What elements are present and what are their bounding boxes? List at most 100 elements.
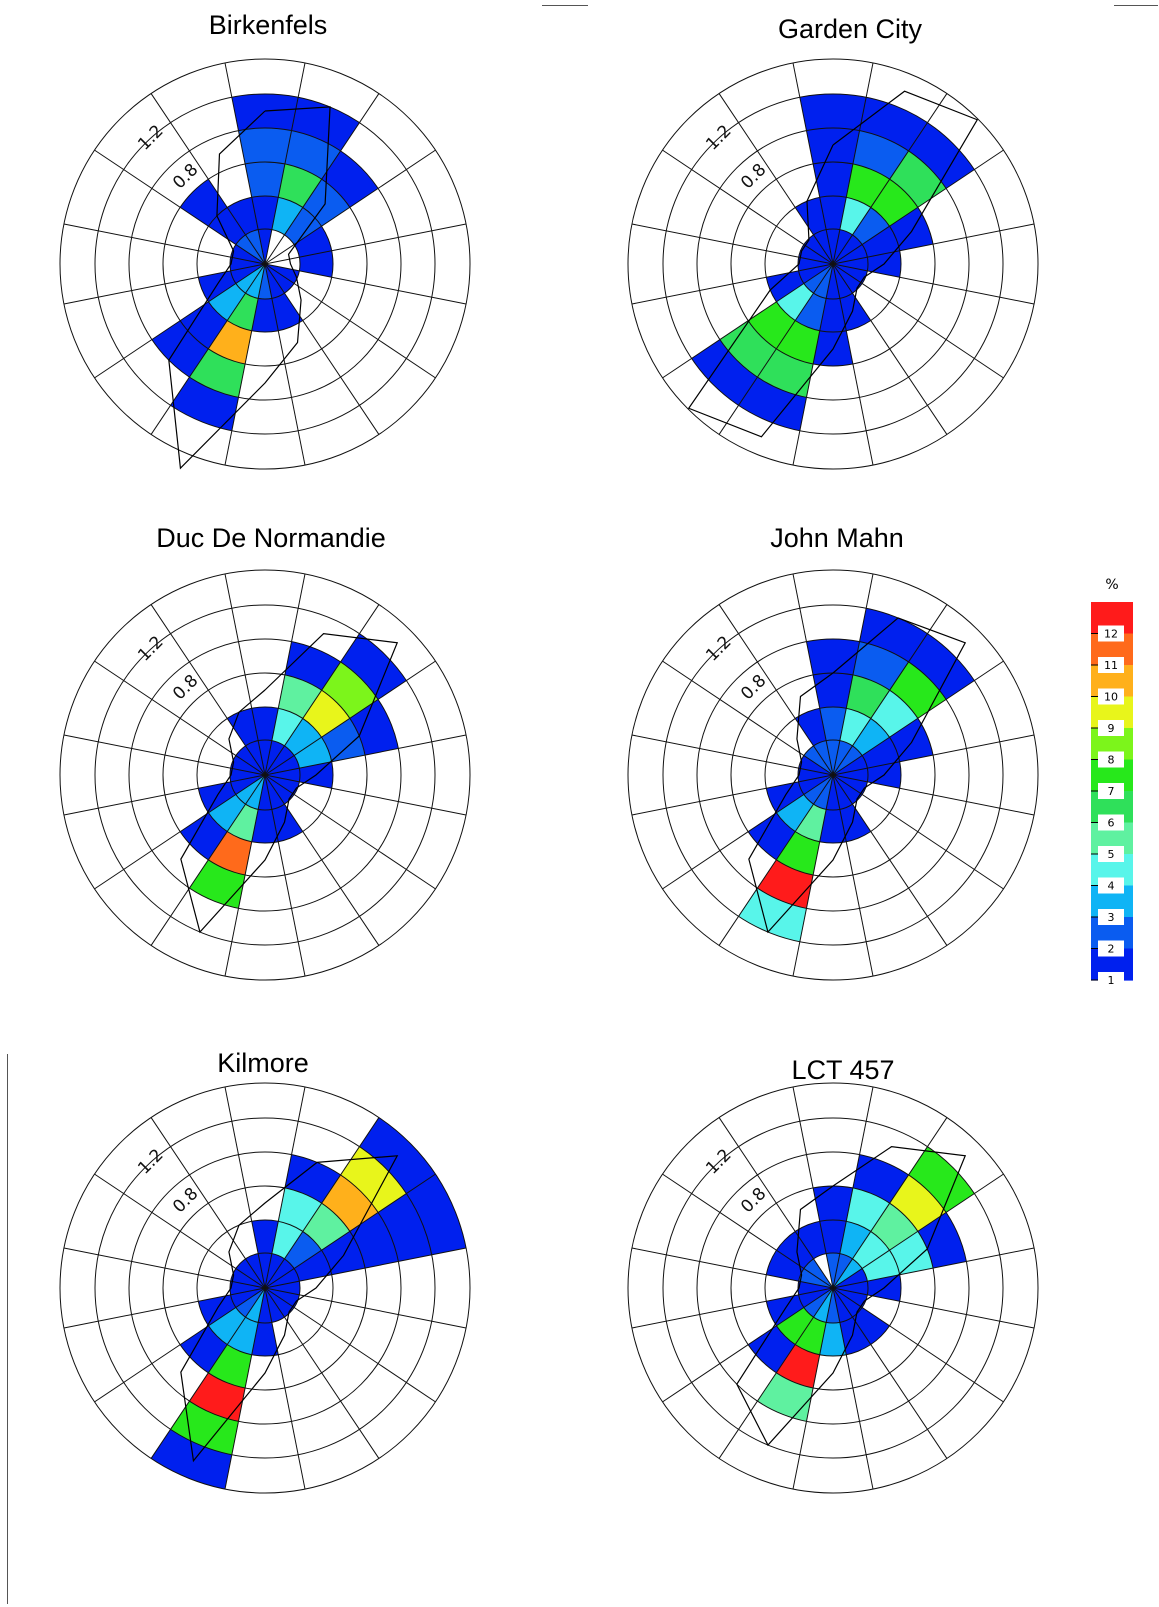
polar-cell bbox=[265, 1288, 285, 1323]
ring-gridline bbox=[229, 1252, 301, 1324]
polar-cell bbox=[251, 195, 279, 230]
spoke-gridline bbox=[94, 1287, 266, 1403]
spoke-gridline bbox=[718, 263, 834, 435]
spoke-gridline bbox=[832, 1247, 1035, 1289]
ring-gridline bbox=[59, 569, 471, 981]
polar-cell bbox=[265, 775, 285, 810]
spoke-gridline bbox=[718, 1117, 834, 1289]
ring-gridline bbox=[662, 604, 1004, 946]
spoke-gridline bbox=[264, 1247, 467, 1289]
polar-cell bbox=[803, 264, 833, 294]
spoke-gridline bbox=[224, 573, 266, 776]
polar-cell bbox=[798, 1268, 833, 1288]
polar-cell bbox=[795, 1221, 827, 1259]
polar-cell bbox=[378, 1193, 432, 1262]
polar-cell bbox=[278, 1187, 322, 1232]
polar-cell bbox=[265, 740, 285, 775]
panel-title: Kilmore bbox=[217, 1048, 309, 1078]
ring-gridline bbox=[696, 638, 970, 912]
polar-cell bbox=[870, 179, 918, 227]
panel-title: Birkenfels bbox=[209, 10, 328, 40]
polar-cell bbox=[208, 1344, 252, 1389]
colorbar-tick-label: 6 bbox=[1108, 817, 1115, 830]
frame-line-top-a bbox=[542, 5, 588, 6]
spoke-gridline bbox=[662, 1173, 834, 1289]
polar-cell bbox=[776, 1307, 814, 1345]
spoke-gridline bbox=[832, 1173, 1004, 1289]
polar-cell bbox=[208, 831, 252, 876]
polar-cell bbox=[245, 1253, 265, 1288]
polar-cell bbox=[819, 1220, 847, 1254]
spoke-gridline bbox=[832, 93, 948, 265]
polar-cell bbox=[294, 226, 332, 258]
ring-gridline bbox=[764, 706, 902, 844]
spoke-gridline bbox=[264, 62, 306, 265]
polar-cell bbox=[251, 707, 279, 741]
polar-cell bbox=[180, 179, 228, 227]
spoke-gridline bbox=[832, 263, 948, 435]
colorbar-label-box bbox=[1098, 688, 1124, 705]
spoke-gridline bbox=[264, 774, 380, 946]
polar-cell bbox=[776, 320, 820, 365]
polar-cell bbox=[776, 1231, 814, 1269]
polar-cell bbox=[271, 197, 303, 235]
spoke-gridline bbox=[832, 223, 1035, 265]
polar-cell bbox=[766, 270, 804, 302]
spoke-gridline bbox=[63, 1247, 266, 1289]
polar-cell bbox=[265, 1288, 300, 1308]
colorbar-tick-label: 10 bbox=[1104, 691, 1118, 704]
polar-cell bbox=[862, 226, 900, 258]
polar-cell bbox=[798, 768, 833, 782]
polar-cell bbox=[230, 264, 265, 284]
polar-cell bbox=[278, 163, 322, 208]
polar-cell bbox=[798, 775, 833, 795]
spoke-gridline bbox=[264, 93, 380, 265]
spoke-gridline bbox=[832, 774, 1035, 816]
polar-cell bbox=[227, 708, 259, 746]
polar-cell bbox=[846, 163, 890, 208]
polar-cell bbox=[795, 1317, 827, 1355]
polar-cell bbox=[757, 348, 814, 398]
polar-cell bbox=[852, 1231, 890, 1269]
polar-cell bbox=[833, 229, 853, 264]
spoke-gridline bbox=[150, 263, 266, 435]
spoke-gridline bbox=[264, 263, 467, 305]
ring-gridline bbox=[128, 638, 402, 912]
polar-cell bbox=[180, 812, 228, 860]
spoke-gridline bbox=[264, 734, 467, 776]
polar-cell bbox=[406, 1174, 467, 1255]
polar-cell bbox=[833, 775, 863, 805]
polar-cell bbox=[819, 196, 847, 230]
polar-cell bbox=[813, 775, 833, 810]
colorbar-label-box bbox=[1098, 877, 1124, 894]
colorbar-tick-label: 12 bbox=[1104, 628, 1118, 641]
polar-cell bbox=[691, 339, 758, 406]
polar-cell bbox=[265, 1258, 295, 1288]
polar-cell bbox=[265, 264, 300, 284]
colorbar-label-box bbox=[1098, 972, 1124, 988]
spoke-gridline bbox=[832, 263, 874, 466]
polar-cell bbox=[908, 122, 975, 189]
spoke-gridline bbox=[150, 1287, 266, 1459]
polar-cell bbox=[349, 1212, 399, 1269]
polar-cell bbox=[826, 739, 840, 775]
spoke-gridline bbox=[264, 1173, 436, 1289]
polar-cell bbox=[870, 1203, 918, 1251]
polar-cell bbox=[846, 674, 890, 719]
ring-gridline bbox=[162, 672, 368, 878]
spoke-gridline bbox=[264, 263, 380, 435]
polar-cell bbox=[803, 775, 833, 805]
polar-cell bbox=[833, 1288, 863, 1318]
spoke-gridline bbox=[631, 1287, 834, 1329]
polar-cell bbox=[284, 1154, 341, 1204]
polar-cell bbox=[766, 1294, 804, 1326]
polar-cell bbox=[766, 1250, 804, 1282]
polar-cell bbox=[258, 229, 272, 264]
spoke-gridline bbox=[264, 660, 436, 776]
polar-cell bbox=[245, 161, 285, 198]
polar-cell bbox=[294, 1250, 332, 1282]
polar-cell bbox=[180, 1325, 228, 1373]
polar-cell bbox=[799, 93, 867, 131]
